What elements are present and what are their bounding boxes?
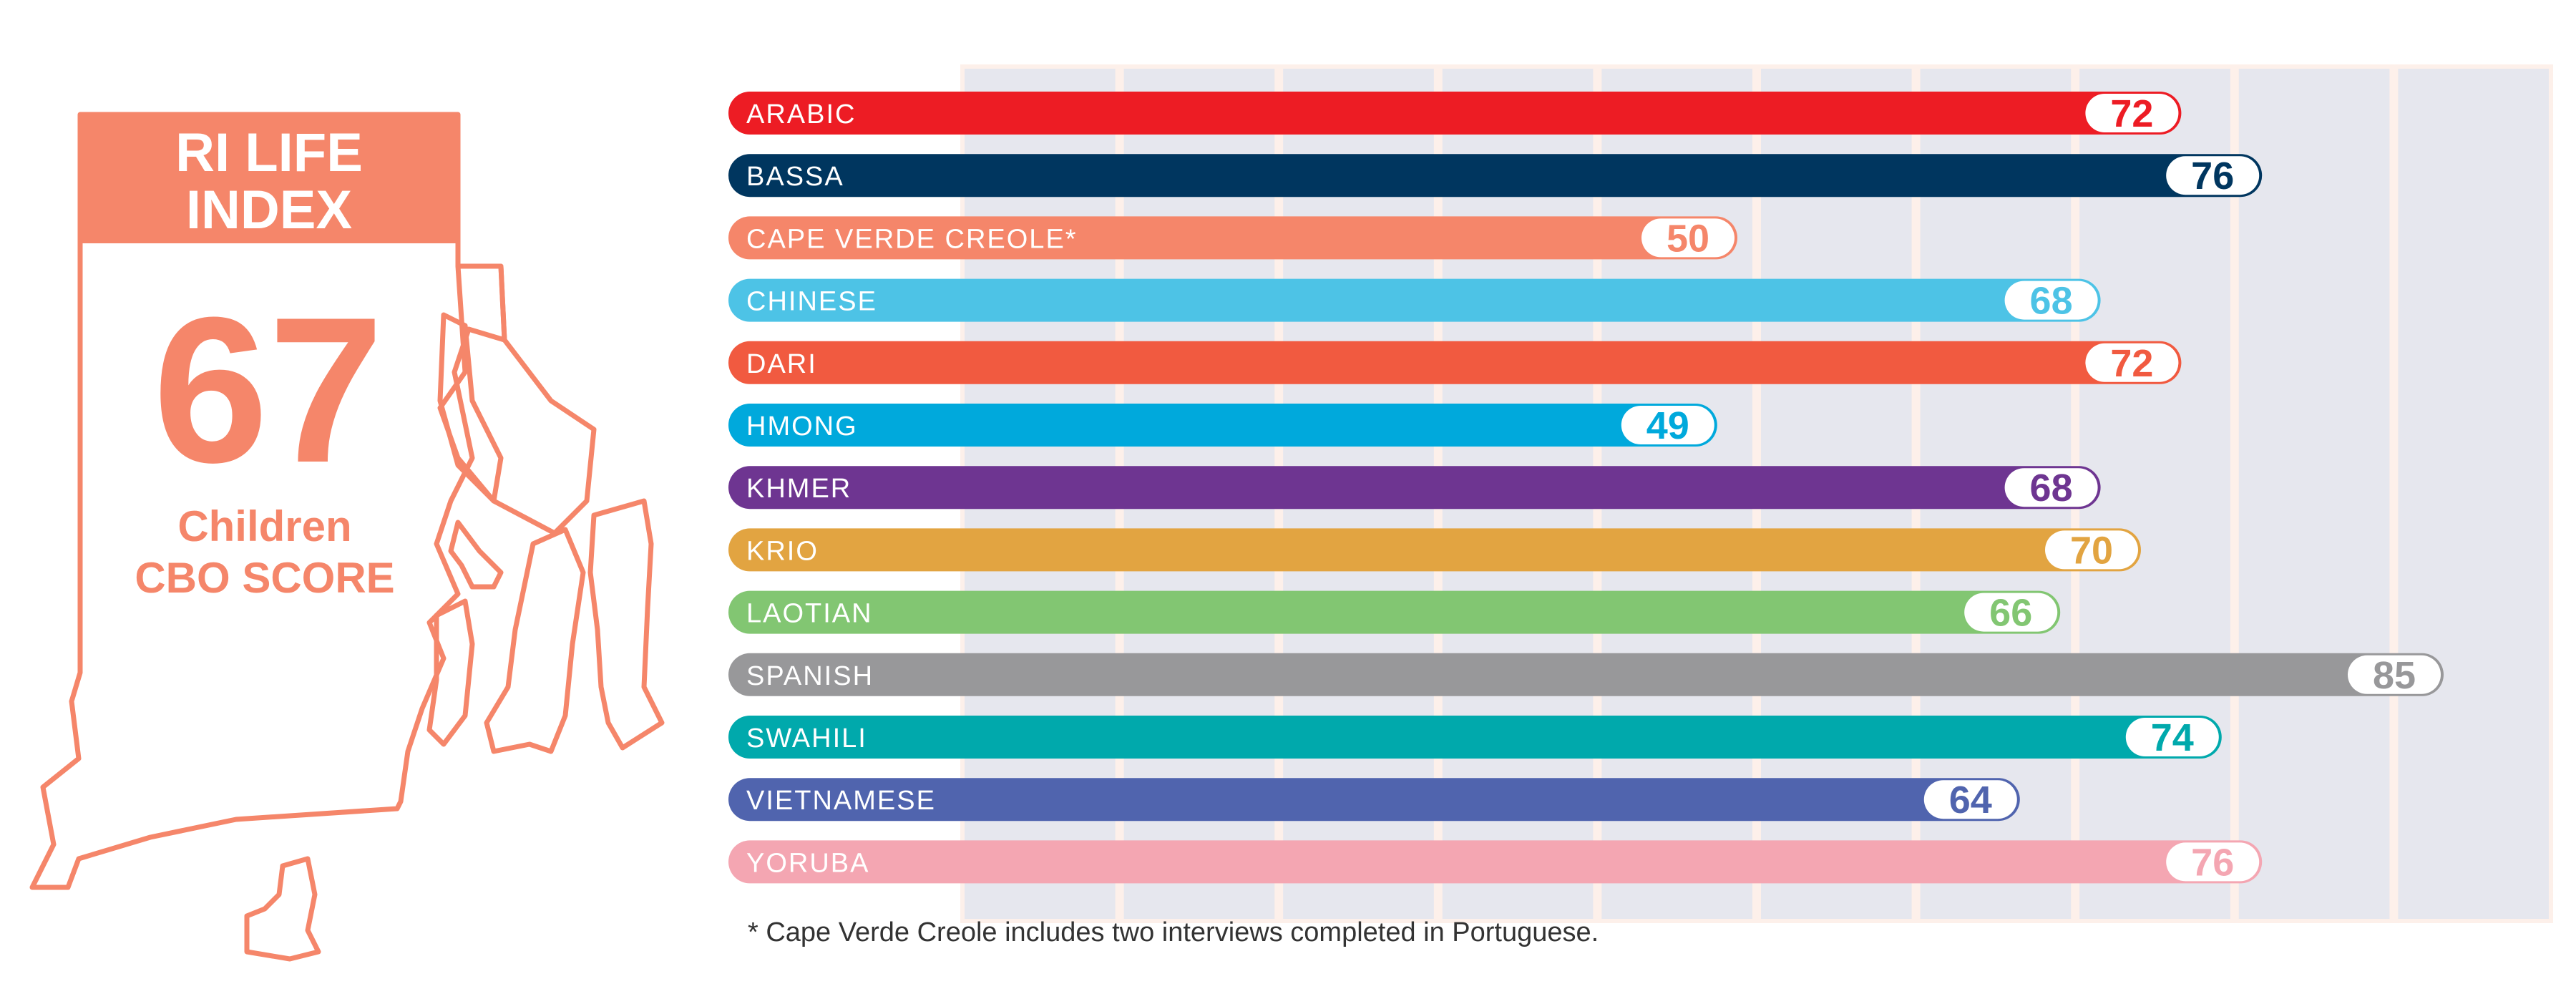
block-island-outline xyxy=(244,856,321,962)
value-pill xyxy=(2085,343,2179,382)
bar-row: CHINESE 68 xyxy=(728,278,2101,323)
bar-label: KHMER xyxy=(746,474,852,504)
bar xyxy=(728,466,2101,510)
bar-row: KRIO 70 xyxy=(728,528,2141,572)
bar-row: CAPE VERDE CREOLE* 50 xyxy=(728,216,1737,260)
value-pill xyxy=(2045,530,2138,570)
index-score: 67 xyxy=(152,274,384,506)
bar-label: CAPE VERDE CREOLE* xyxy=(746,224,1078,254)
value-label: 66 xyxy=(1989,592,2032,635)
value-label: 68 xyxy=(2030,467,2073,510)
island-outline xyxy=(484,527,586,754)
bar xyxy=(728,716,2222,759)
bar-row: YORUBA 76 xyxy=(728,840,2263,884)
value-label: 70 xyxy=(2070,529,2113,572)
bar-row: BASSA 76 xyxy=(728,154,2263,198)
value-label: 74 xyxy=(2151,716,2194,759)
bar-label: SWAHILI xyxy=(746,723,867,754)
index-title-line1: RI LIFE xyxy=(175,122,363,183)
value-pill xyxy=(1641,218,1735,258)
island-outline xyxy=(426,598,475,747)
value-label: 72 xyxy=(2110,342,2153,385)
bar-label: KRIO xyxy=(746,536,819,566)
index-title-line2: INDEX xyxy=(185,180,353,240)
peninsula-outline xyxy=(437,312,504,504)
value-pill xyxy=(2125,718,2219,756)
bar xyxy=(728,92,2182,135)
value-label: 68 xyxy=(2030,280,2073,323)
value-pill xyxy=(2004,468,2098,507)
value-label: 76 xyxy=(2191,841,2234,884)
bar-row: DARI 72 xyxy=(728,341,2182,385)
value-label: 76 xyxy=(2191,155,2234,198)
bar xyxy=(728,154,2263,198)
value-label: 85 xyxy=(2373,654,2416,697)
bar-label: YORUBA xyxy=(746,848,869,878)
bar-label: VIETNAMESE xyxy=(746,786,936,816)
bar-row: HMONG 49 xyxy=(728,404,1717,447)
bar-label: HMONG xyxy=(746,411,858,442)
value-pill xyxy=(1923,780,2017,819)
bar-row: SWAHILI 74 xyxy=(728,716,2222,759)
rhode-island-outline xyxy=(29,112,665,962)
footnote: * Cape Verde Creole includes two intervi… xyxy=(748,917,1599,947)
index-title-box: RI LIFE INDEX xyxy=(80,114,458,243)
value-pill xyxy=(2085,94,2179,132)
value-pill xyxy=(2166,156,2260,195)
bar-row: ARABIC 72 xyxy=(728,92,2182,135)
bar-label: DARI xyxy=(746,349,817,379)
east-bay-outline xyxy=(437,263,597,536)
score-caption: Children CBO SCORE xyxy=(100,501,429,604)
value-label: 72 xyxy=(2110,92,2153,135)
ri-map-panel: RI LIFE INDEX 67 Children CBO SCORE xyxy=(0,0,680,1004)
island-outline xyxy=(448,520,504,590)
bar-row: LAOTIAN 66 xyxy=(728,590,2061,635)
grid-column xyxy=(2079,69,2230,919)
bar-row: SPANISH 85 xyxy=(728,653,2444,697)
value-label: 49 xyxy=(1646,404,1689,447)
bar-label: LAOTIAN xyxy=(746,599,873,629)
value-label: 64 xyxy=(1949,779,1992,822)
bar xyxy=(728,278,2101,322)
bar-label: ARABIC xyxy=(746,99,856,130)
value-pill xyxy=(2166,842,2260,882)
bar xyxy=(728,528,2141,572)
bar-row: VIETNAMESE 64 xyxy=(728,778,2020,822)
bar xyxy=(728,404,1717,447)
bar xyxy=(728,778,2020,822)
island-outline xyxy=(587,498,665,751)
bar xyxy=(728,653,2444,696)
value-pill xyxy=(2004,281,2098,320)
grid-column xyxy=(2398,69,2549,919)
bar-label: CHINESE xyxy=(746,287,877,317)
value-pill xyxy=(2348,655,2441,694)
bar xyxy=(728,341,2182,384)
value-pill xyxy=(1964,593,2058,632)
bar-label: BASSA xyxy=(746,162,844,192)
grid-column xyxy=(2238,69,2390,919)
mainland-outline xyxy=(29,112,507,890)
bar xyxy=(728,216,1737,260)
value-label: 50 xyxy=(1667,217,1709,260)
score-caption-line1: Children xyxy=(177,502,352,550)
score-caption-line2: CBO SCORE xyxy=(135,554,395,602)
bar-row: KHMER 68 xyxy=(728,466,2101,510)
bar xyxy=(728,590,2061,634)
value-pill xyxy=(1621,406,1714,444)
bar-label: SPANISH xyxy=(746,661,874,691)
bar xyxy=(728,840,2263,884)
